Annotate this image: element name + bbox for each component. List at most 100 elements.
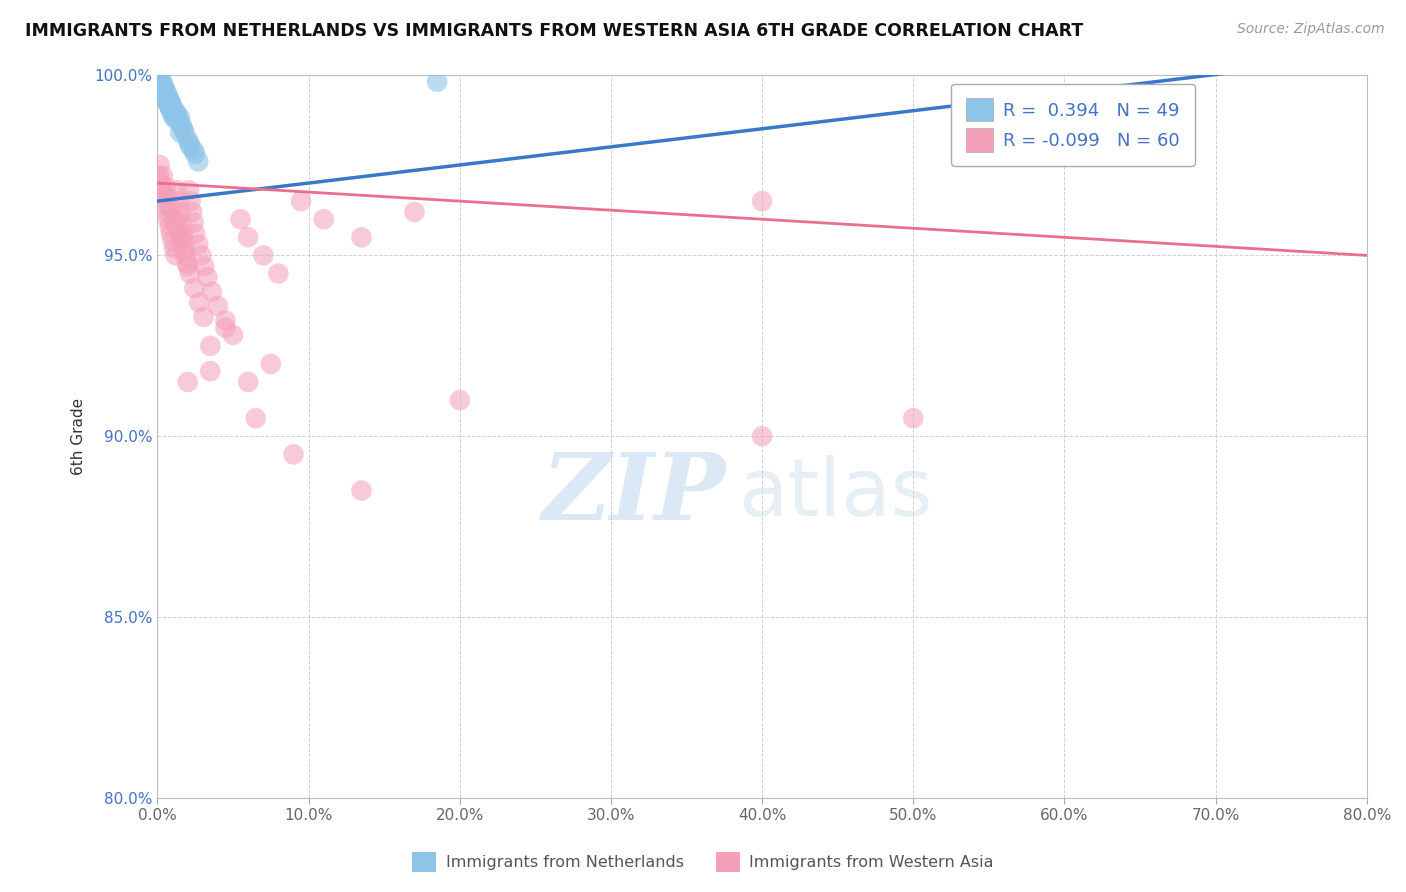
Point	[162, 100, 184, 114]
Point	[183, 216, 205, 230]
Text: ZIP: ZIP	[541, 450, 725, 539]
Point	[187, 237, 209, 252]
Point	[153, 93, 176, 107]
Point	[751, 429, 773, 443]
Point	[180, 194, 202, 208]
Point	[183, 281, 205, 295]
Point	[176, 255, 198, 269]
Point	[155, 93, 177, 107]
Point	[156, 91, 179, 105]
Point	[166, 107, 188, 121]
Point	[751, 194, 773, 208]
Point	[150, 75, 173, 89]
Point	[162, 107, 184, 121]
Point	[350, 230, 373, 244]
Point	[149, 78, 172, 93]
Point	[155, 179, 177, 194]
Point	[153, 89, 176, 103]
Point	[152, 82, 174, 96]
Point	[174, 248, 197, 262]
Text: Source: ZipAtlas.com: Source: ZipAtlas.com	[1237, 22, 1385, 37]
Point	[201, 285, 224, 299]
Point	[404, 205, 426, 219]
Point	[200, 364, 222, 378]
Point	[180, 140, 202, 154]
Point	[162, 103, 184, 118]
Point	[169, 205, 191, 219]
Point	[157, 190, 180, 204]
Point	[155, 86, 177, 100]
Point	[903, 411, 925, 425]
Point	[150, 86, 173, 100]
Point	[148, 75, 170, 89]
Point	[163, 103, 186, 118]
Point	[173, 237, 195, 252]
Point	[155, 205, 177, 219]
Point	[153, 186, 176, 201]
Point	[195, 270, 218, 285]
Point	[160, 227, 183, 241]
Point	[172, 121, 194, 136]
Point	[156, 212, 179, 227]
Point	[165, 111, 187, 125]
Point	[350, 483, 373, 498]
Point	[179, 136, 201, 151]
Point	[229, 212, 252, 227]
Point	[222, 328, 245, 343]
Point	[166, 183, 188, 197]
Point	[176, 259, 198, 273]
Point	[193, 259, 215, 273]
Point	[163, 241, 186, 255]
Point	[173, 125, 195, 139]
Point	[245, 411, 267, 425]
Point	[159, 100, 181, 114]
Point	[148, 169, 170, 183]
Point	[156, 89, 179, 103]
Text: atlas: atlas	[738, 455, 932, 533]
Point	[159, 219, 181, 234]
Point	[183, 144, 205, 158]
Point	[214, 320, 236, 334]
Point	[176, 375, 198, 389]
Point	[152, 86, 174, 100]
Point	[184, 227, 207, 241]
Point	[169, 125, 191, 139]
Point	[190, 248, 212, 262]
Point	[312, 212, 335, 227]
Point	[163, 111, 186, 125]
Point	[163, 212, 186, 227]
Point	[152, 190, 174, 204]
Point	[165, 105, 187, 120]
Point	[159, 100, 181, 114]
Point	[184, 147, 207, 161]
Point	[160, 96, 183, 111]
Point	[155, 89, 177, 103]
Text: IMMIGRANTS FROM NETHERLANDS VS IMMIGRANTS FROM WESTERN ASIA 6TH GRADE CORRELATIO: IMMIGRANTS FROM NETHERLANDS VS IMMIGRANT…	[25, 22, 1084, 40]
Point	[207, 299, 229, 313]
Point	[267, 267, 290, 281]
Point	[236, 375, 259, 389]
Point	[449, 393, 471, 408]
Point	[283, 447, 305, 461]
Point	[426, 75, 449, 89]
Point	[187, 154, 209, 169]
Point	[150, 82, 173, 96]
Point	[159, 93, 181, 107]
Point	[200, 339, 222, 353]
Point	[149, 78, 172, 93]
Point	[166, 223, 188, 237]
Point	[170, 118, 193, 132]
Point	[167, 114, 190, 128]
Point	[170, 234, 193, 248]
Point	[150, 183, 173, 197]
Point	[160, 96, 183, 111]
Point	[152, 78, 174, 93]
Point	[173, 244, 195, 259]
Point	[149, 176, 172, 190]
Point	[167, 194, 190, 208]
Point	[290, 194, 312, 208]
Point	[188, 295, 211, 310]
Point	[156, 93, 179, 107]
Point	[160, 202, 183, 216]
Point	[172, 230, 194, 244]
